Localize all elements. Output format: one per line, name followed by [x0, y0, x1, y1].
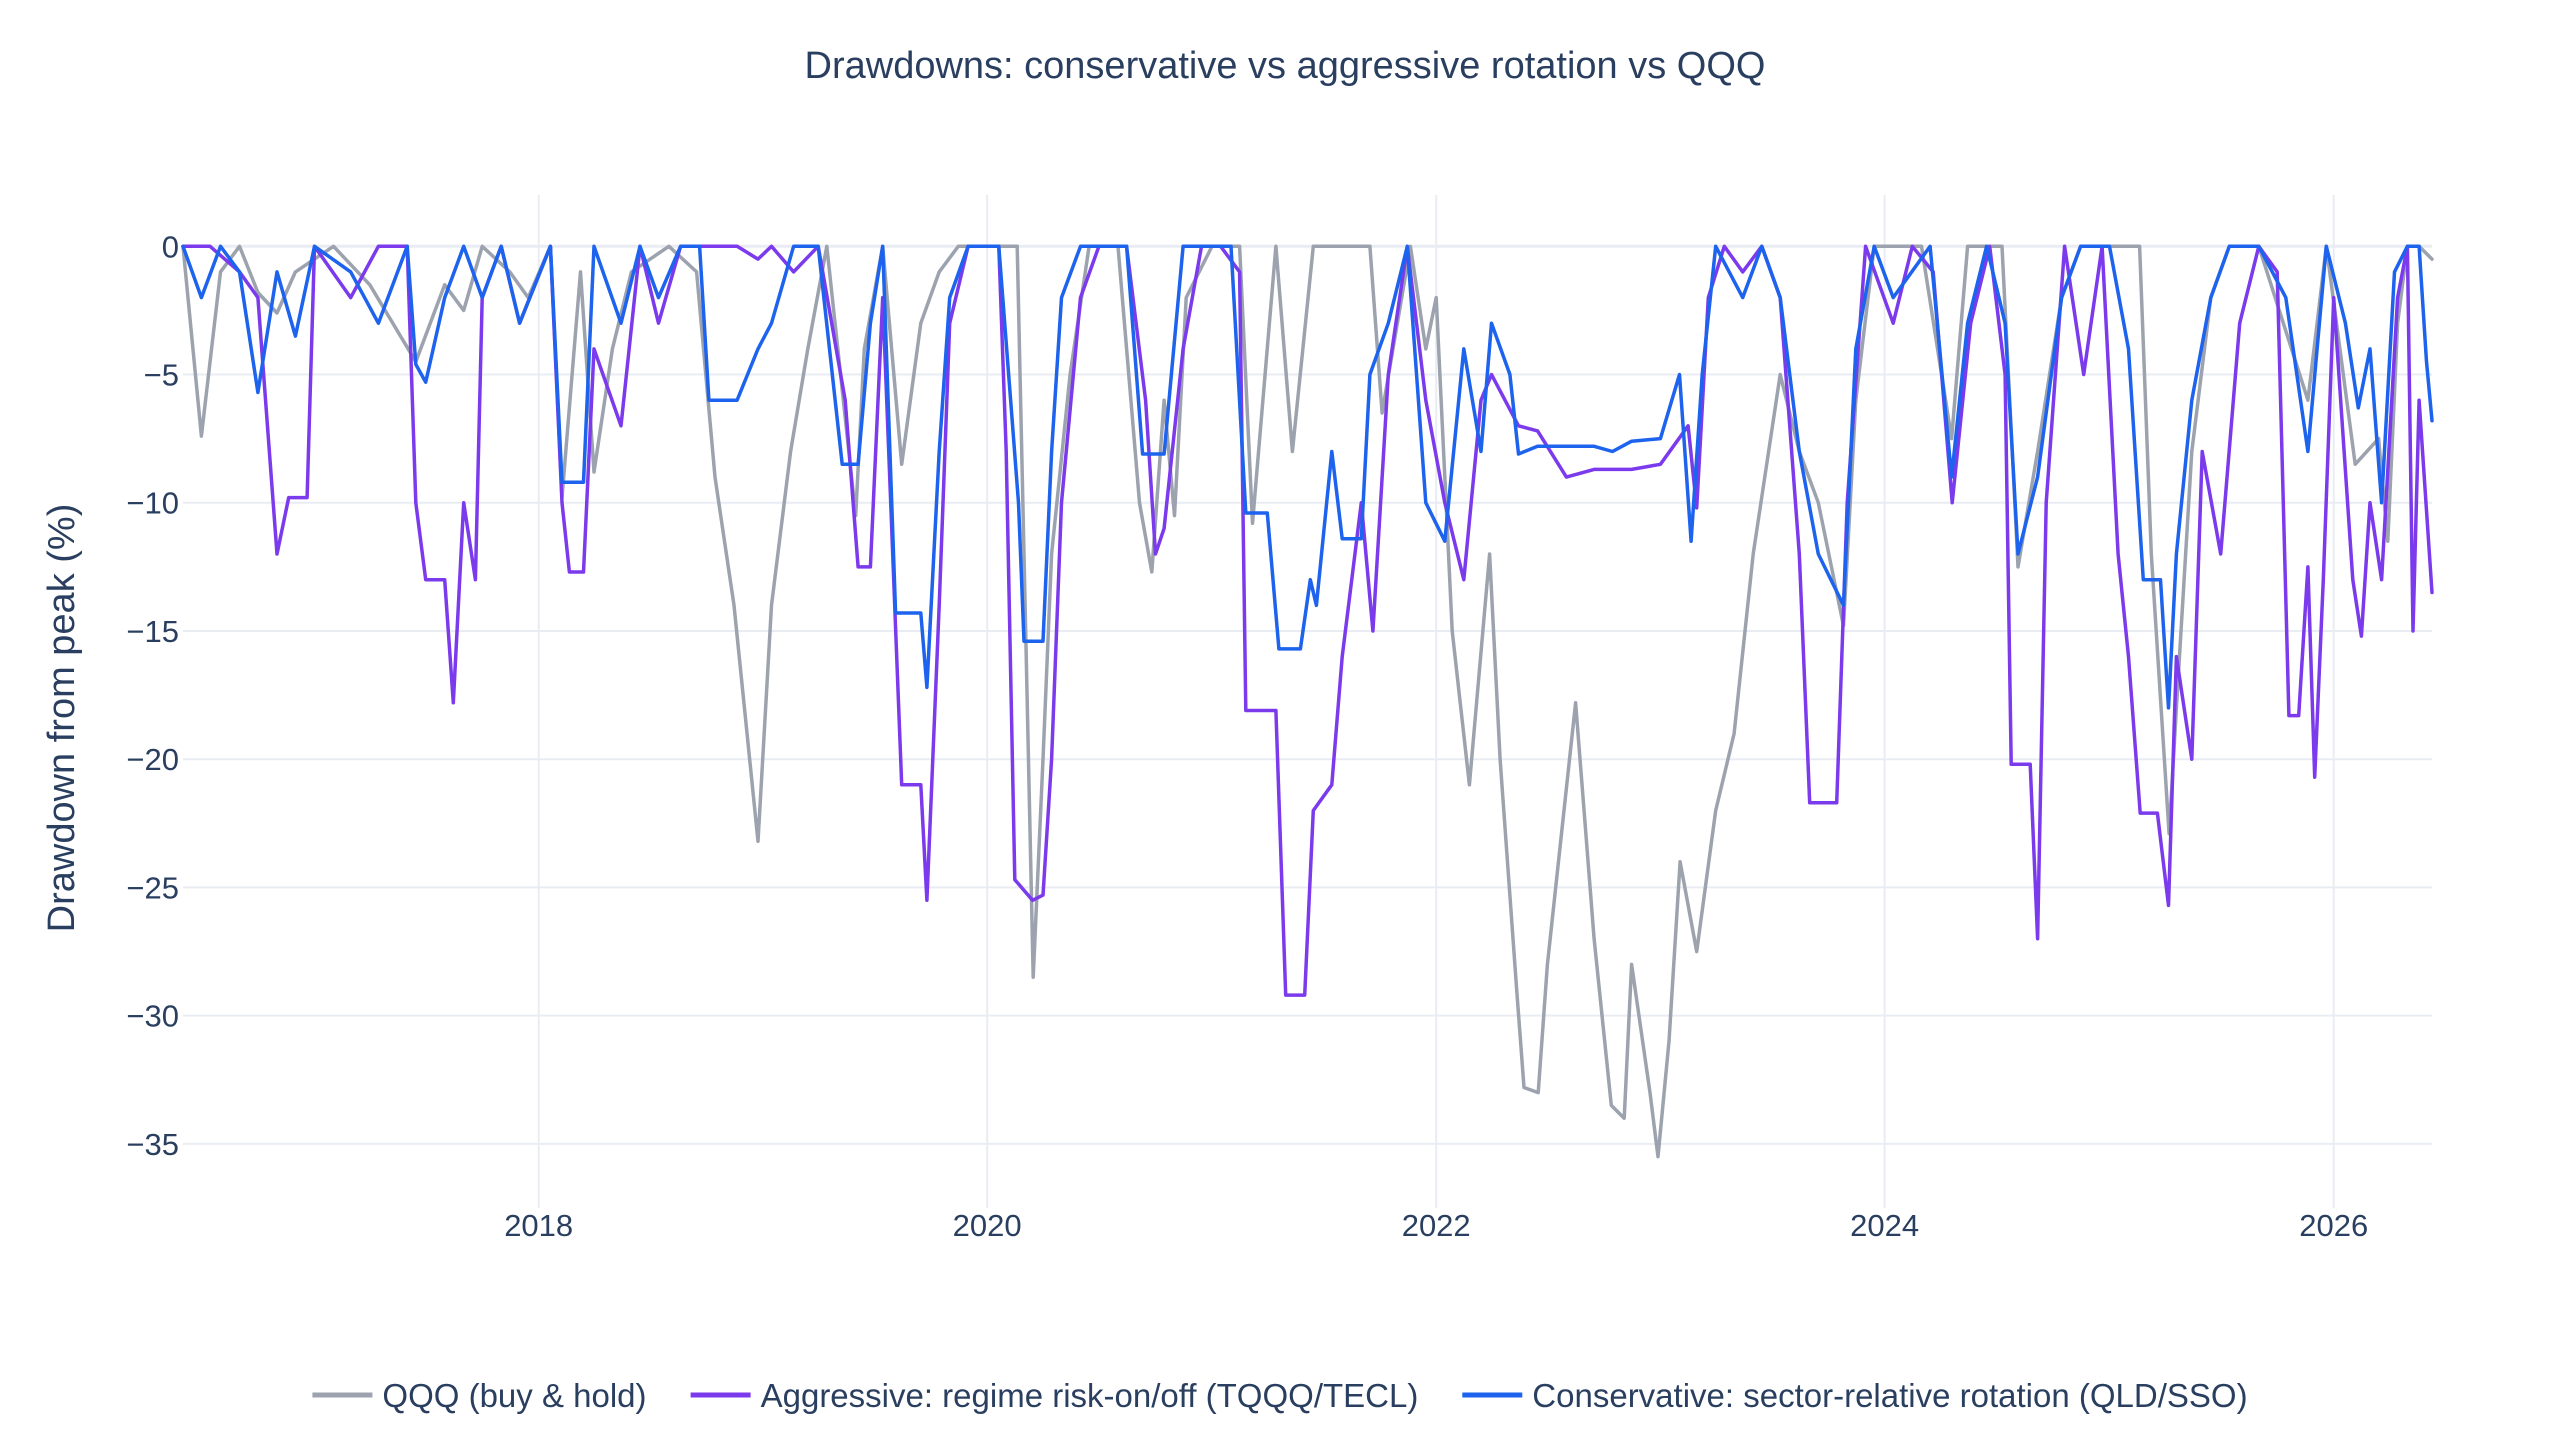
- legend-item-2[interactable]: Aggressive: regime risk-on/off (TQQQ/TEC…: [690, 1377, 1419, 1414]
- y-tick-label: −10: [126, 486, 179, 521]
- y-tick-label: −20: [126, 742, 179, 777]
- x-tick-label: 2026: [2299, 1208, 2368, 1243]
- x-tick-label: 2022: [1402, 1208, 1471, 1243]
- legend-item-3[interactable]: Conservative: sector-relative rotation (…: [1462, 1377, 2248, 1414]
- series-line-1: [181, 244, 2434, 1159]
- series-line-3: [181, 244, 2434, 710]
- legend-label: Conservative: sector-relative rotation (…: [1532, 1377, 2247, 1414]
- legend[interactable]: QQQ (buy & hold) Aggressive: regime risk-…: [312, 1377, 2248, 1414]
- y-tick-label: −30: [126, 999, 179, 1034]
- y-tick-label: 0: [162, 229, 179, 264]
- y-tick-label: −5: [144, 358, 179, 393]
- y-axis-title: Drawdown from peak (%): [41, 504, 83, 933]
- series-layer: [181, 244, 2434, 1159]
- grid-layer: [183, 195, 2432, 1208]
- legend-label: Aggressive: regime risk-on/off (TQQQ/TEC…: [761, 1377, 1419, 1414]
- legend-item-1[interactable]: QQQ (buy & hold): [312, 1377, 647, 1414]
- x-tick-label: 2018: [504, 1208, 573, 1243]
- x-tick-label: 2020: [953, 1208, 1022, 1243]
- y-tick-label: −35: [126, 1127, 179, 1162]
- y-tick-label: −25: [126, 870, 179, 905]
- y-tick-labels: 0 −5 −10 −15 −20 −25 −30 −35: [126, 229, 179, 1162]
- series-line-2: [181, 244, 2434, 997]
- x-tick-label: 2024: [1850, 1208, 1919, 1243]
- legend-label: QQQ (buy & hold): [382, 1377, 646, 1414]
- chart-title: Drawdowns: conservative vs aggressive ro…: [805, 45, 1766, 87]
- y-tick-label: −15: [126, 614, 179, 649]
- x-tick-labels: 2018 2020 2022 2024 2026: [504, 1208, 2368, 1243]
